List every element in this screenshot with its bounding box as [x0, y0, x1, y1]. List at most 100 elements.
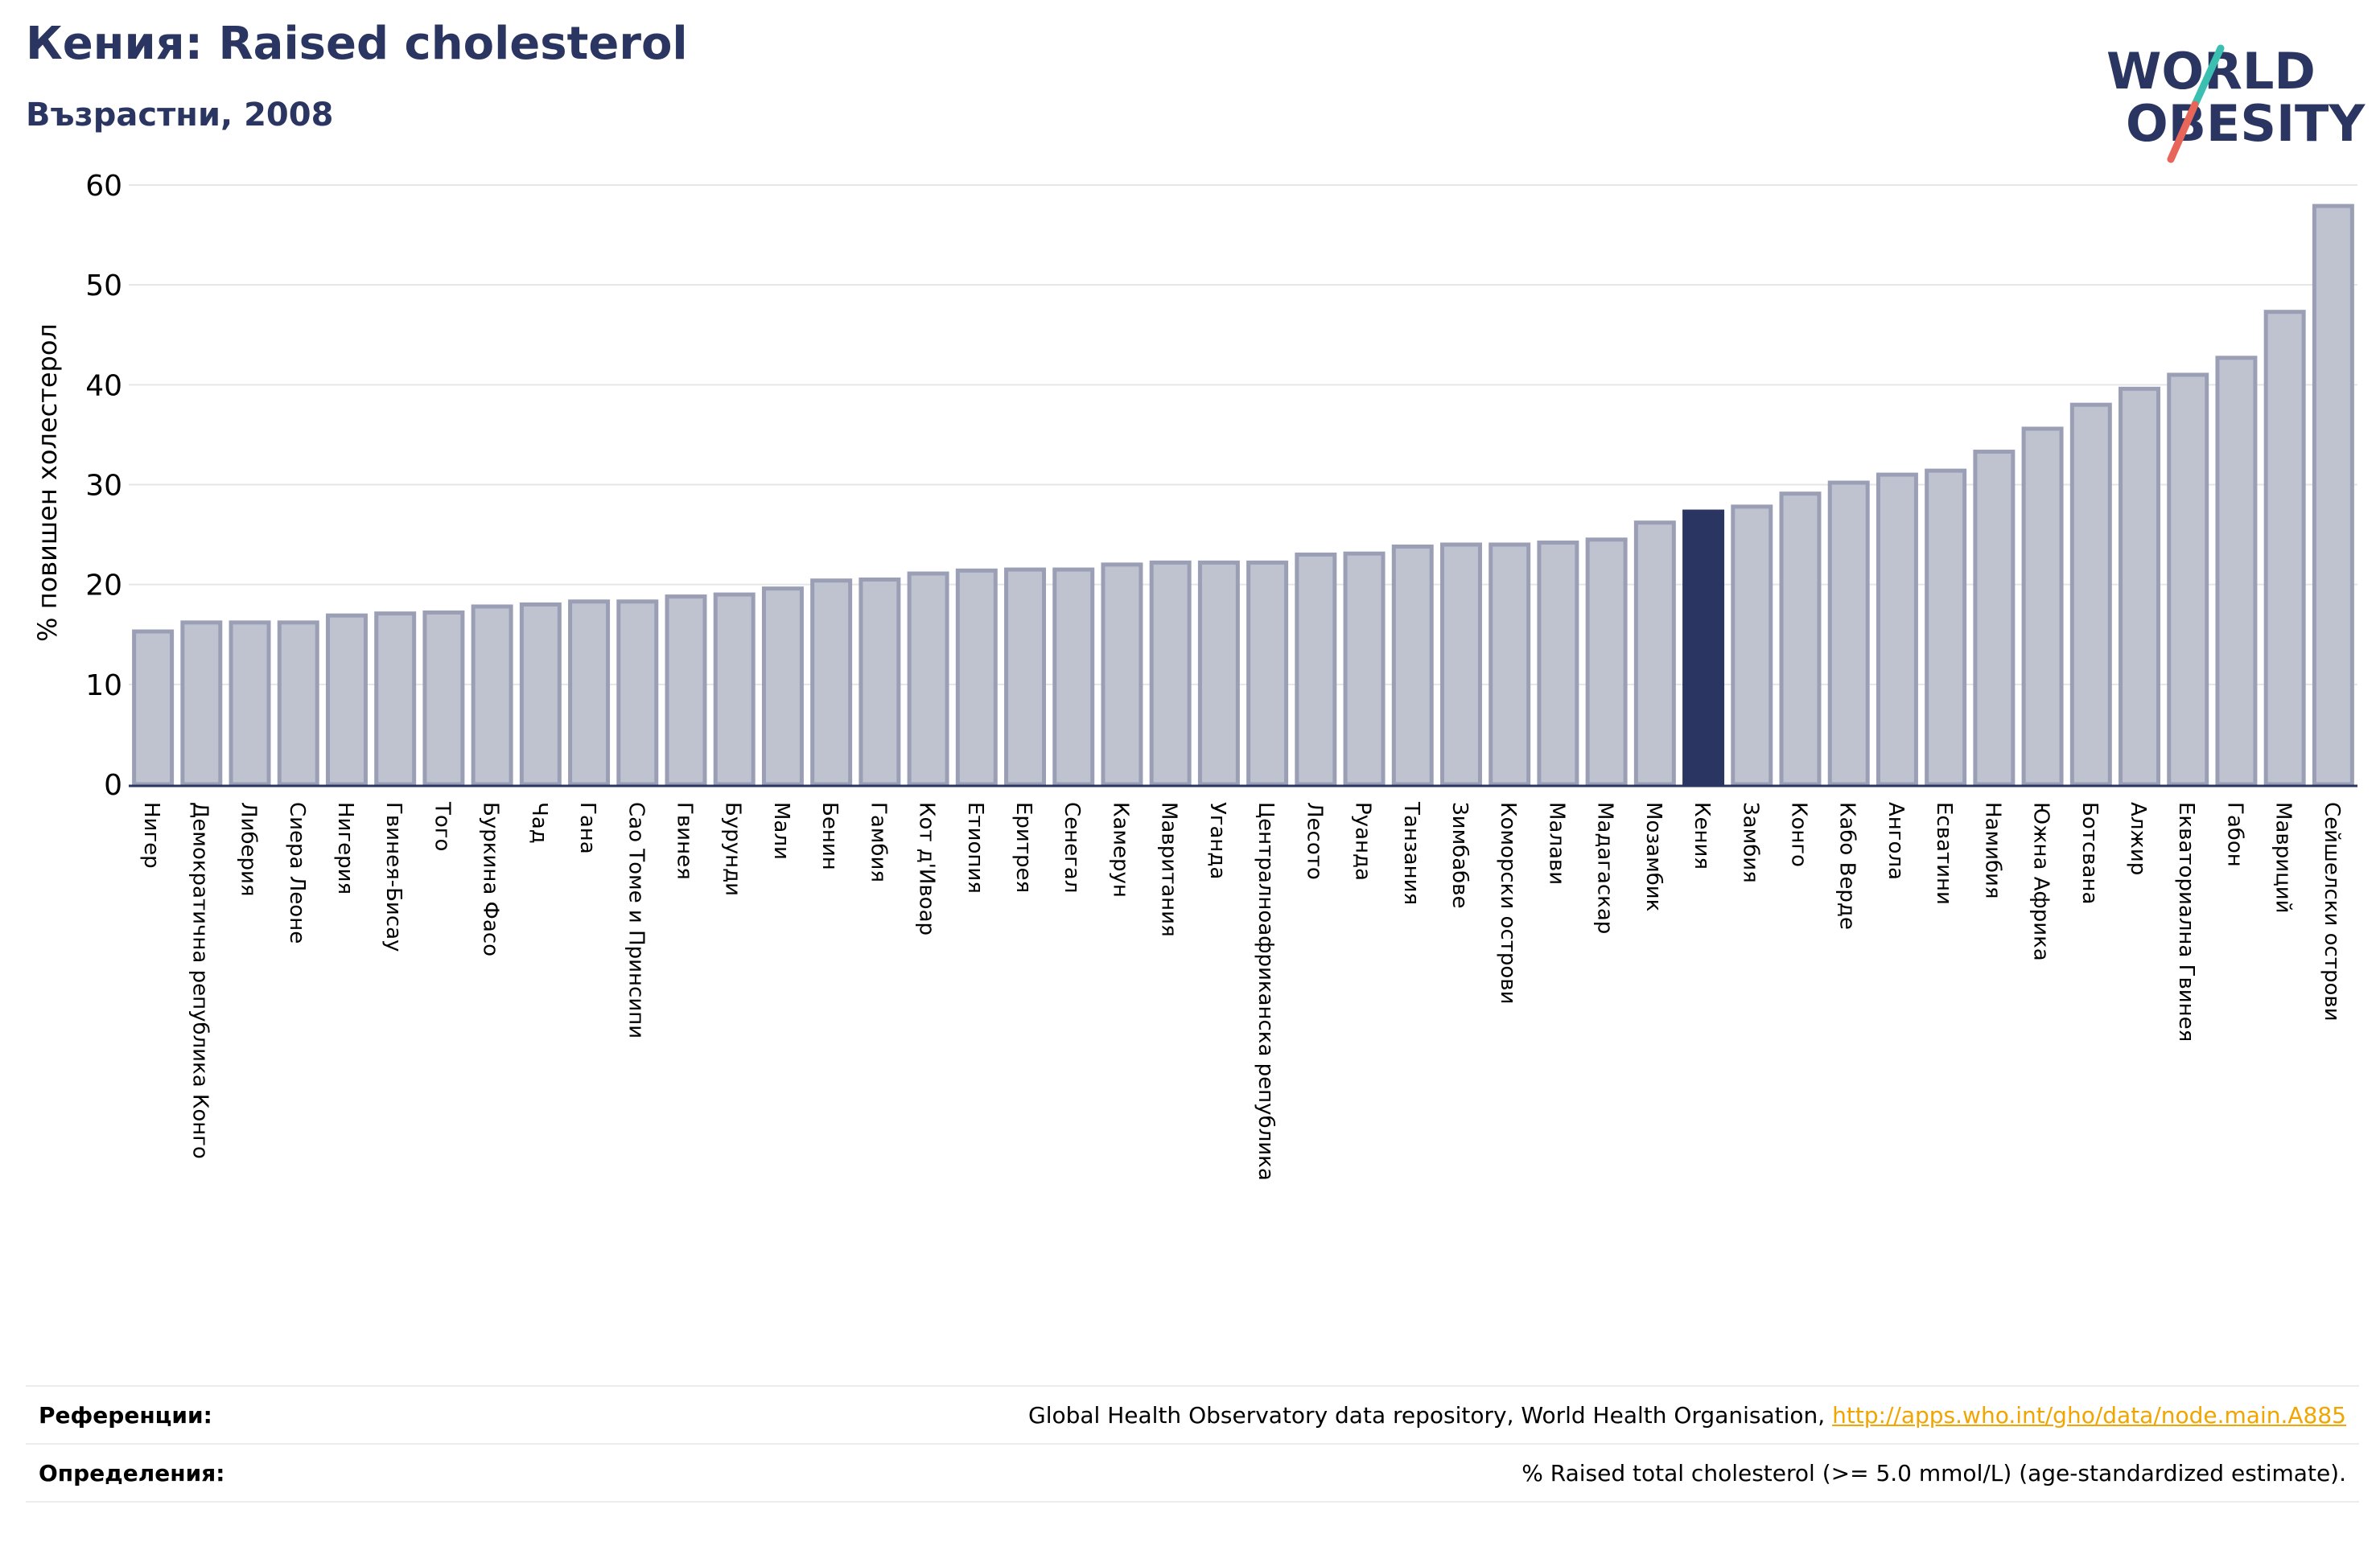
- x-tick-label: Гвинея-Бисау: [381, 802, 406, 952]
- y-tick-label: 60: [85, 170, 122, 203]
- bar: [1973, 450, 2016, 787]
- bar: [1633, 520, 1676, 787]
- bar: [955, 568, 998, 787]
- bar: [859, 577, 901, 787]
- bar: [1197, 560, 1240, 787]
- bar-highlight: [1682, 509, 1725, 787]
- x-tick-label: Южна Африка: [2029, 802, 2053, 961]
- bar: [132, 629, 175, 787]
- x-tick-label: Ангола: [1884, 802, 1908, 880]
- x-tick-label: Того: [430, 801, 454, 851]
- x-tick-label: Лесото: [1302, 802, 1326, 880]
- x-tick-label: Нигерия: [333, 802, 357, 894]
- definitions-row: Определения: % Raised total cholesterol …: [26, 1443, 2359, 1503]
- definitions-label: Определения:: [39, 1459, 225, 1486]
- x-tick-label: Сао Томе и Принсипи: [624, 802, 648, 1038]
- bar: [1585, 537, 1628, 787]
- sources-row: Референции: Global Health Observatory da…: [26, 1385, 2359, 1443]
- bar: [1101, 562, 1143, 787]
- bar: [1827, 480, 1870, 787]
- bar: [1537, 541, 1579, 787]
- x-tick-label: Танзания: [1399, 801, 1423, 905]
- sources-link[interactable]: http://apps.who.int/gho/data/node.main.A…: [1832, 1401, 2346, 1429]
- x-tick-label: Сейшелски острови: [2320, 802, 2344, 1022]
- bar: [568, 599, 611, 787]
- world-obesity-logo: WORLD OBESITY: [2106, 42, 2366, 163]
- x-tick-label: Нигер: [139, 802, 163, 869]
- x-tick-label: Камерун: [1108, 802, 1132, 898]
- bar: [2263, 310, 2306, 787]
- bar: [1925, 468, 1967, 787]
- x-tick-label: Замбия: [1738, 802, 1762, 883]
- bar: [229, 620, 271, 787]
- x-tick-label: Гана: [575, 802, 599, 854]
- bar: [2069, 402, 2112, 787]
- y-tick-label: 0: [104, 769, 122, 802]
- x-tick-label: Либерия: [237, 802, 261, 897]
- x-tick-label: Мавритания: [1157, 802, 1181, 937]
- bar: [1731, 504, 1773, 787]
- bar: [761, 586, 804, 787]
- bar: [1489, 542, 1531, 787]
- x-tick-label: Демократична република Конго: [187, 802, 212, 1159]
- bar: [2312, 204, 2354, 787]
- x-tick-label: Уганда: [1205, 802, 1229, 879]
- y-tick-label: 30: [85, 470, 122, 503]
- bar: [1246, 560, 1289, 787]
- x-tick-label: Мали: [769, 802, 793, 860]
- bar: [1391, 544, 1434, 787]
- x-tick-label: Мавриций: [2271, 802, 2296, 914]
- x-axis-labels: Нигер Демократична република Конго Либерия…: [139, 801, 2344, 1181]
- x-tick-label: Кабо Верде: [1835, 802, 1859, 930]
- x-tick-label: Гвинея: [673, 802, 697, 880]
- bar: [1779, 491, 1822, 787]
- x-tick-label: Алжир: [2126, 802, 2150, 875]
- x-tick-label: Сиера Леоне: [285, 802, 309, 944]
- x-tick-label: Кения: [1690, 802, 1714, 870]
- x-tick-label: Мозамбик: [1641, 802, 1666, 911]
- y-tick-label: 10: [85, 669, 122, 702]
- bar: [2167, 372, 2209, 787]
- bar: [810, 578, 853, 787]
- x-tick-label: Сенегал: [1060, 802, 1084, 893]
- x-tick-label: Зимбабве: [1447, 802, 1472, 909]
- bar: [471, 604, 513, 787]
- reference-table: Референции: Global Health Observatory da…: [26, 1385, 2359, 1503]
- logo-text-obesity: OBESITY: [2126, 94, 2366, 153]
- logo-slash-bottom: [2167, 101, 2199, 163]
- x-tick-label: Намибия: [1980, 802, 2004, 899]
- x-tick-label: Ботсвана: [2077, 802, 2102, 904]
- x-tick-label: Бурунди: [721, 802, 745, 896]
- y-axis-ticks: 0 10 20 30 40 50 60: [85, 170, 122, 802]
- bar: [2119, 386, 2161, 787]
- definitions-value: % Raised total cholesterol (>= 5.0 mmol/…: [1521, 1459, 2346, 1486]
- y-tick-label: 40: [85, 369, 122, 402]
- sources-text: Global Health Observatory data repositor…: [1028, 1401, 1833, 1429]
- bars: [132, 204, 2354, 787]
- bar: [2215, 356, 2258, 787]
- bar: [180, 620, 223, 787]
- x-tick-label: Екваториална Гвинея: [2174, 802, 2198, 1042]
- x-tick-label: Есватини: [1932, 802, 1956, 905]
- bar: [1149, 560, 1192, 787]
- y-tick-label: 50: [85, 269, 122, 302]
- x-tick-label: Централноафриканска република: [1254, 802, 1278, 1181]
- bar: [2021, 426, 2064, 787]
- x-tick-label: Гамбия: [866, 802, 890, 882]
- x-tick-label: Коморски острови: [1496, 802, 1520, 1005]
- x-tick-label: Буркина Фасо: [479, 802, 503, 956]
- bar: [1439, 542, 1482, 787]
- bar: [1004, 567, 1047, 787]
- bar: [713, 592, 756, 787]
- x-tick-label: Кот д'Ивоар: [915, 802, 939, 935]
- x-tick-label: Малави: [1544, 802, 1568, 885]
- x-tick-label: Еритрея: [1011, 802, 1036, 893]
- bar: [519, 602, 562, 787]
- bar-chart: 0 10 20 30 40 50 60 % повишен холестерол Нигер…: [32, 170, 2357, 1181]
- bar: [277, 620, 319, 787]
- x-tick-label: Руанда: [1351, 802, 1375, 881]
- y-tick-label: 20: [85, 570, 122, 602]
- sources-value: Global Health Observatory data repositor…: [1028, 1402, 2346, 1429]
- y-axis-label: % повишен холестерол: [32, 323, 63, 642]
- x-tick-label: Конго: [1787, 802, 1811, 867]
